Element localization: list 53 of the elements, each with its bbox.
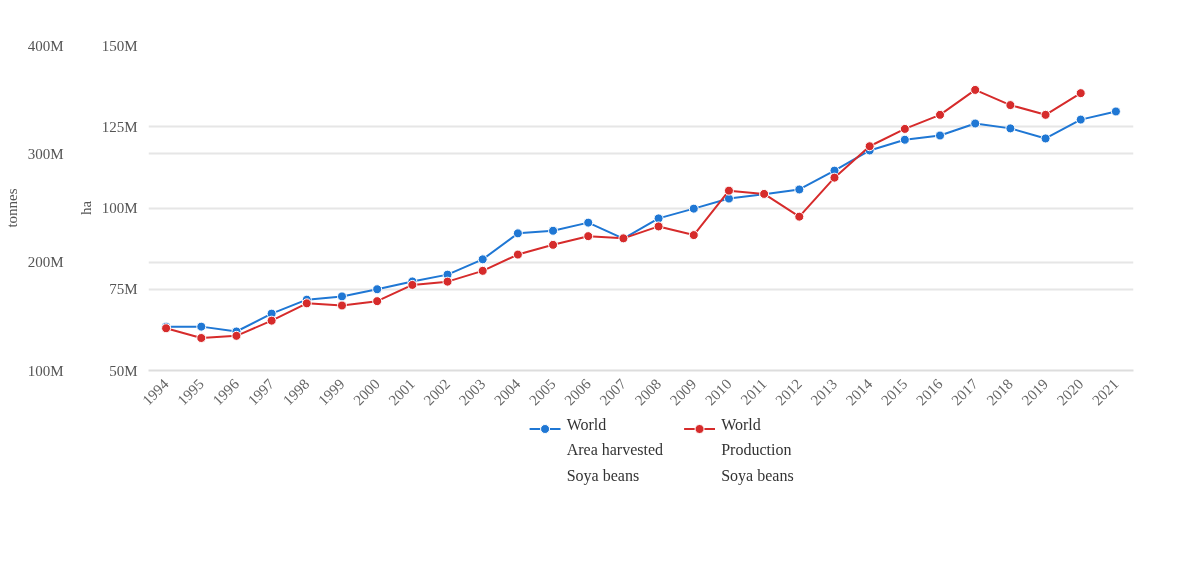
point (653, 221, 664, 232)
y2-tick-label: 400M (27, 37, 64, 54)
point (336, 291, 347, 302)
point (196, 333, 207, 343)
point (1075, 114, 1086, 125)
y-tick-label: 75M (109, 281, 138, 298)
legend-label: World Production Soya beans (721, 415, 794, 485)
point (196, 321, 207, 332)
point (935, 109, 946, 120)
point (231, 330, 242, 341)
point (829, 172, 840, 183)
x-tick-label: 2011 (737, 375, 770, 408)
point (794, 211, 805, 222)
point (512, 228, 523, 239)
legend-label: World Area harvested Soya beans (566, 415, 664, 485)
y-tick-label: 150M (101, 37, 138, 54)
point (688, 203, 699, 214)
point (583, 217, 594, 228)
point (477, 265, 488, 276)
point (899, 123, 910, 134)
point (548, 239, 559, 250)
y2-tick-label: 200M (27, 254, 64, 271)
point (1110, 106, 1121, 117)
y-tick-label: 125M (101, 118, 138, 135)
point (1075, 88, 1086, 99)
y-tick-label: 100M (101, 200, 138, 216)
point (723, 185, 734, 196)
point (372, 284, 383, 295)
point (935, 130, 946, 141)
y2-tick-label: 300M (27, 145, 64, 162)
point (477, 254, 488, 265)
point (1040, 109, 1051, 120)
point (970, 118, 981, 129)
point (372, 296, 383, 307)
point (970, 84, 981, 95)
y2-tick-label: 100M (27, 362, 64, 379)
point (583, 231, 594, 242)
point (548, 225, 559, 236)
y-axis-title: ha (77, 200, 94, 216)
point (688, 230, 699, 241)
point (1040, 133, 1051, 144)
point (1005, 123, 1016, 134)
point (794, 184, 805, 195)
y2-axis-title: tonnes (3, 188, 20, 228)
point (864, 141, 875, 152)
point (512, 249, 523, 260)
point (266, 315, 277, 326)
y-tick-label: 50M (109, 362, 138, 379)
point (442, 276, 453, 287)
point (301, 298, 312, 309)
point (899, 134, 910, 145)
point (336, 300, 347, 311)
point (1005, 100, 1016, 111)
